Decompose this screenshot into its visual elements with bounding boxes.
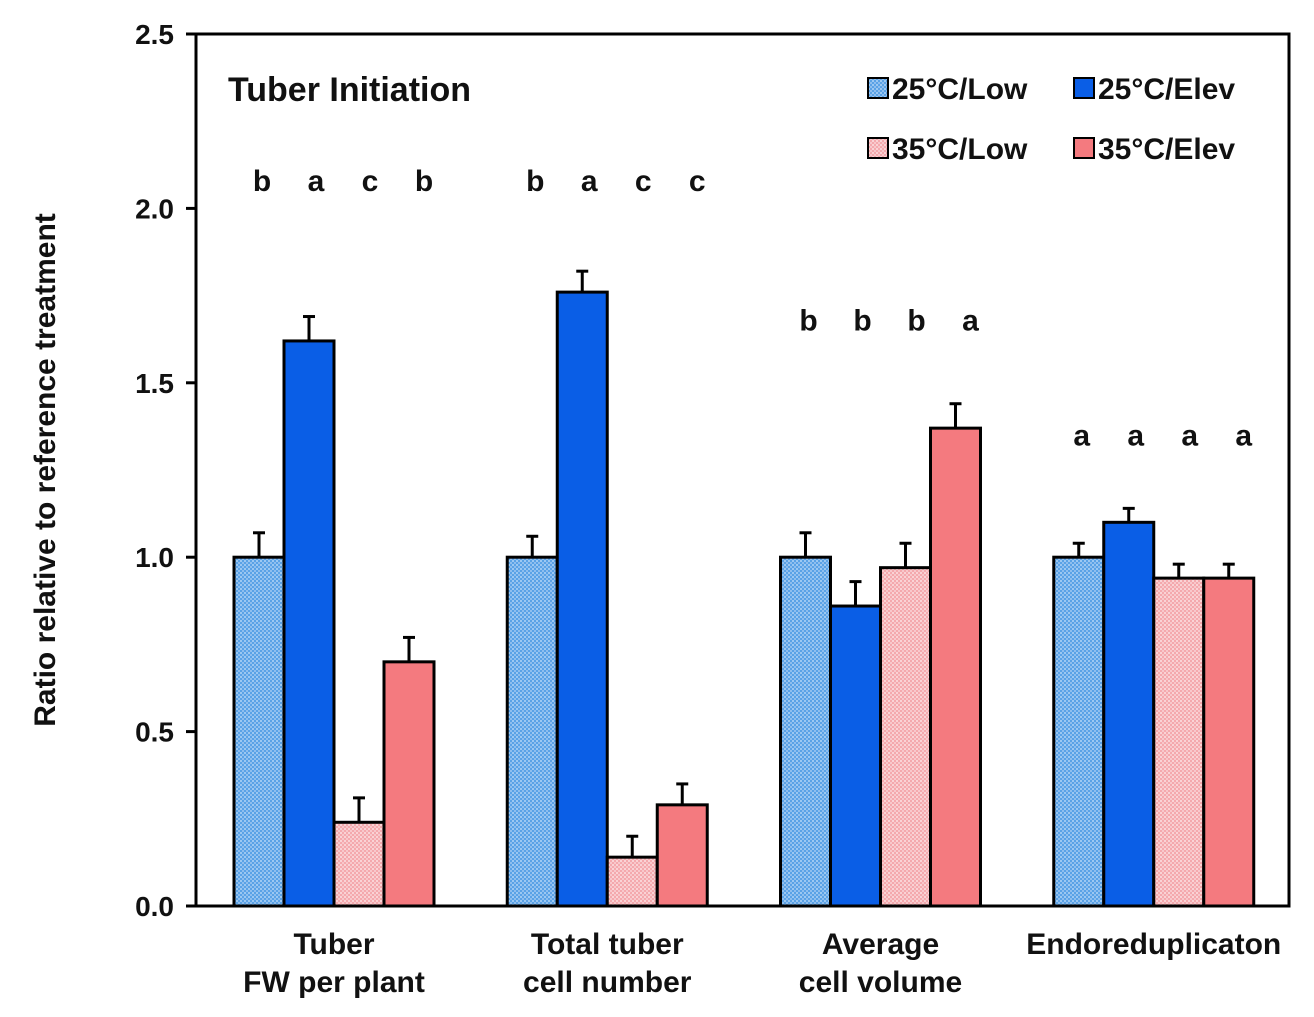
x-tick-label-line2: cell number (523, 966, 692, 999)
bar-0-3 (382, 660, 436, 908)
significance-letter: a (581, 165, 598, 198)
bar-3-2 (1152, 576, 1206, 908)
bars-layer (232, 269, 1256, 908)
significance-letter: a (1235, 420, 1252, 453)
y-tick-label: 0.5 (135, 717, 174, 748)
x-tick-label-line1: Tuber (293, 928, 374, 961)
legend: 25°C/Low 25°C/Elev 35°C/Low 35°C/Elev (867, 73, 1235, 166)
x-tick-label-line1: Total tuber (531, 928, 684, 961)
bar-2-3 (929, 426, 982, 908)
significance-letter: a (1073, 420, 1090, 453)
x-tick-label-line1: Average (822, 928, 939, 961)
significance-letter: b (415, 165, 433, 198)
bar-1-0 (505, 555, 559, 908)
y-tick-label: 2.0 (135, 193, 174, 224)
legend-label: 35°C/Elev (1098, 133, 1235, 166)
legend-label: 25°C/Elev (1098, 73, 1235, 106)
bar-1-3 (655, 803, 709, 908)
bar-3-0 (1052, 555, 1106, 908)
y-tick-label: 2.5 (135, 19, 174, 50)
legend-swatch (1073, 137, 1095, 159)
legend-swatch (867, 77, 889, 99)
y-tick-label: 1.5 (135, 368, 174, 399)
significance-letter: b (907, 304, 925, 337)
bar-0-1 (282, 339, 336, 908)
bar-0-2 (332, 820, 386, 908)
bar-0-0 (232, 555, 286, 908)
significance-letter: c (362, 165, 379, 198)
x-tick-labels-layer: Tuber FW per plant Total tuber cell number A… (243, 928, 1281, 999)
bar-3-3 (1202, 576, 1256, 908)
significance-letter: a (1181, 420, 1198, 453)
significance-letter: b (526, 165, 544, 198)
significance-letter: a (308, 165, 325, 198)
significance-letter: a (962, 304, 979, 337)
significance-letter: c (635, 165, 652, 198)
bar-3-1 (1102, 520, 1156, 908)
significance-letter: b (799, 304, 817, 337)
y-axis-label: Ratio relative to reference treatment (29, 213, 62, 727)
plot-frame (194, 32, 1291, 908)
legend-swatch (867, 137, 889, 159)
x-tick-label-line2: FW per plant (243, 966, 425, 999)
legend-label: 25°C/Low (892, 73, 1028, 106)
significance-letter: b (253, 165, 271, 198)
significance-letter: a (1127, 420, 1144, 453)
chart-title: Tuber Initiation (228, 71, 471, 109)
legend-swatch (1073, 77, 1095, 99)
bar-2-0 (779, 555, 832, 908)
bar-2-2 (879, 566, 932, 908)
bar-1-2 (605, 855, 659, 908)
x-tick-label-line2: cell volume (799, 966, 962, 999)
x-tick-label-line1: Endoreduplicaton (1026, 928, 1281, 961)
significance-letter: b (853, 304, 871, 337)
significance-letters-layer: b a c b b a c c b b b a a a a a (253, 165, 1253, 453)
legend-label: 35°C/Low (892, 133, 1028, 166)
y-tick-label: 1.0 (135, 542, 174, 573)
y-tick-label: 0.0 (135, 891, 174, 922)
significance-letter: c (689, 165, 706, 198)
axis-layer: 0.0 0.5 1.0 1.5 2.0 2.5 (135, 19, 196, 922)
bar-2-1 (829, 604, 882, 908)
bar-1-1 (555, 290, 609, 908)
